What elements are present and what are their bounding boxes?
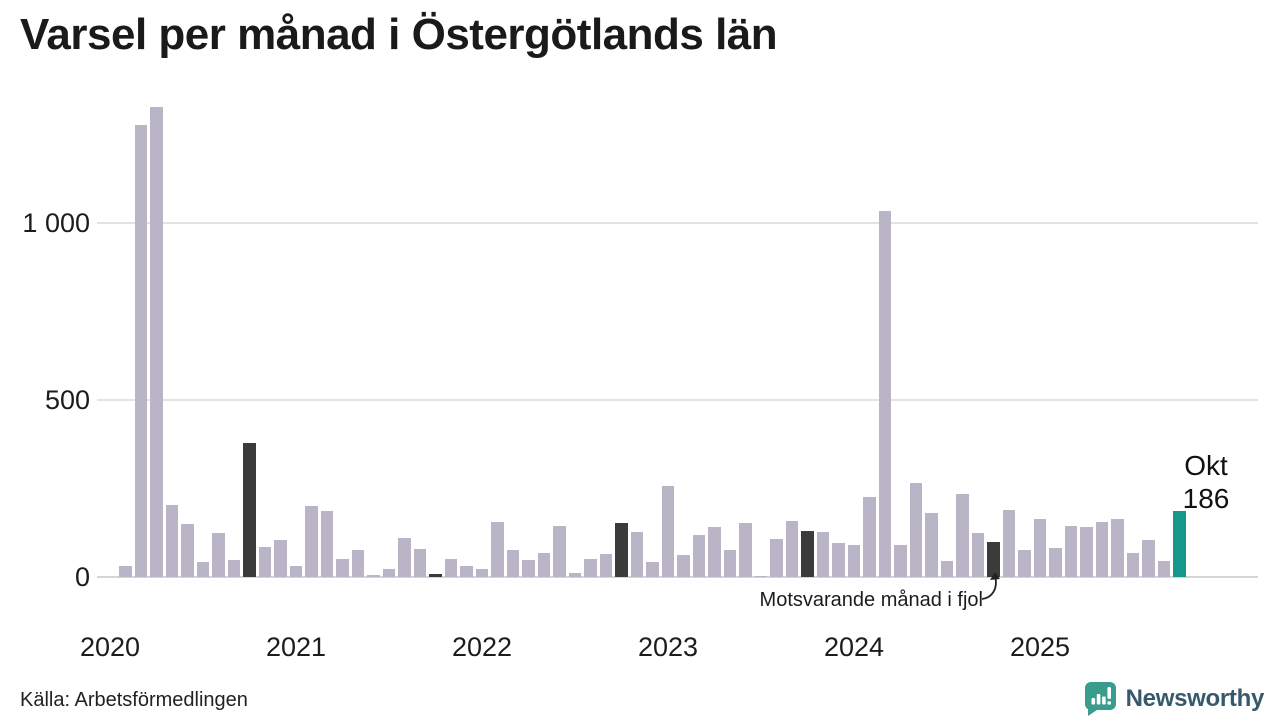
current-month-label: Okt 186 — [1167, 449, 1245, 515]
bar-2020-07 — [196, 562, 210, 577]
bar-2025-03 — [1064, 525, 1078, 577]
bar-2024-06 — [925, 513, 938, 577]
bar-2023-07 — [754, 575, 768, 577]
bar-2020-05 — [165, 504, 179, 577]
bar-2022-08 — [584, 559, 597, 577]
bar-2025-02 — [1049, 547, 1062, 577]
x-tick-label-2025: 2025 — [1009, 632, 1071, 662]
bar-2021-09 — [413, 549, 427, 577]
x-tick-label-2022: 2022 — [451, 632, 513, 662]
bar-2025-05 — [1095, 522, 1109, 577]
bar-2021-10 — [429, 574, 442, 577]
y-tick-label-500: 500 — [44, 385, 90, 415]
gridline-1000 — [97, 222, 1258, 224]
bar-2025-09 — [1157, 561, 1171, 577]
bar-2023-04 — [708, 526, 721, 577]
gridline-500 — [97, 399, 1258, 401]
bar-2023-06 — [739, 522, 752, 577]
bar-2024-04 — [894, 545, 907, 577]
current-month-value: 186 — [1182, 483, 1230, 514]
bar-2024-09 — [971, 532, 985, 577]
bar-2021-03 — [320, 510, 334, 577]
bar-2025-08 — [1142, 539, 1155, 577]
bar-2020-06 — [181, 523, 194, 577]
bar-2022-09 — [599, 553, 613, 577]
bar-2025-06 — [1111, 518, 1124, 577]
bar-2025-04 — [1080, 527, 1093, 577]
bar-2024-05 — [909, 483, 923, 577]
bar-2022-11 — [630, 531, 644, 577]
bar-2020-02 — [119, 566, 132, 577]
bar-2025-10 — [1173, 511, 1186, 577]
bar-2021-11 — [444, 559, 458, 577]
chart-title: Varsel per månad i Östergötlands län — [20, 10, 778, 59]
bar-2024-08 — [956, 494, 969, 577]
y-tick-label-1000: 1 000 — [22, 208, 90, 238]
bar-2024-10 — [987, 541, 1000, 577]
x-tick-label-2020: 2020 — [79, 632, 141, 662]
y-tick-label-0: 0 — [74, 562, 90, 592]
bar-2022-05 — [537, 552, 551, 577]
current-month-name: Okt — [1184, 450, 1228, 481]
newsworthy-logo: Newsworthy — [1084, 681, 1264, 717]
bar-2020-09 — [227, 560, 241, 577]
gridline-0 — [97, 576, 1258, 578]
bar-2023-12 — [832, 542, 845, 577]
bar-2022-06 — [553, 525, 566, 577]
bar-2024-12 — [1018, 550, 1031, 577]
bar-2020-04 — [150, 106, 163, 577]
bar-2024-03 — [878, 210, 892, 577]
bar-2023-10 — [801, 530, 814, 577]
bar-2023-11 — [816, 531, 830, 577]
bar-2023-03 — [692, 534, 706, 577]
bar-2023-09 — [785, 520, 799, 577]
bar-2021-04 — [336, 559, 349, 577]
bar-2021-08 — [398, 538, 411, 577]
bar-2022-10 — [615, 522, 628, 577]
bar-2022-12 — [646, 562, 659, 577]
x-tick-label-2021: 2021 — [265, 632, 327, 662]
bar-2021-05 — [351, 550, 365, 577]
newsworthy-speech-bubble-chart-icon — [1084, 682, 1116, 716]
bar-2024-01 — [847, 545, 861, 577]
bar-2023-02 — [677, 555, 690, 577]
bar-2021-06 — [367, 575, 380, 577]
bar-2020-08 — [212, 533, 225, 577]
x-tick-label-2024: 2024 — [823, 632, 885, 662]
annotation-arrow-icon — [982, 572, 1000, 600]
bar-2023-05 — [723, 550, 737, 577]
bar-2020-12 — [274, 540, 287, 577]
bar-2022-04 — [522, 560, 535, 577]
bar-2022-03 — [506, 550, 520, 577]
source-note: Källa: Arbetsförmedlingen — [20, 689, 248, 711]
bar-2023-08 — [770, 539, 783, 577]
bar-2021-07 — [382, 568, 396, 577]
bar-2020-11 — [258, 546, 272, 577]
bar-2022-01 — [475, 568, 489, 577]
bar-2021-12 — [460, 565, 473, 577]
bar-2020-10 — [243, 442, 256, 577]
bar-2023-01 — [661, 486, 675, 577]
bar-2024-11 — [1002, 510, 1016, 577]
bar-2022-02 — [491, 521, 504, 577]
bar-2025-01 — [1033, 519, 1047, 577]
bar-2024-07 — [940, 560, 954, 577]
bar-2022-07 — [568, 573, 582, 577]
bar-2025-07 — [1126, 552, 1140, 577]
annotation-last-year-label: Motsvarande månad i fjol — [759, 589, 983, 611]
bar-2024-02 — [863, 496, 876, 577]
x-tick-label-2023: 2023 — [637, 632, 699, 662]
bar-2020-03 — [134, 124, 148, 577]
bar-2021-01 — [289, 566, 303, 577]
bar-2021-02 — [305, 506, 318, 577]
newsworthy-wordmark: Newsworthy — [1125, 685, 1265, 712]
